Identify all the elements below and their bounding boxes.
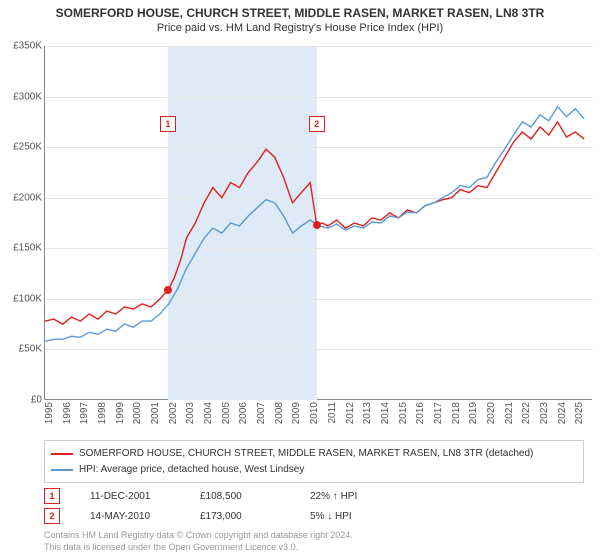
x-axis-label: 1997 <box>79 402 90 424</box>
event-delta: 22% ↑ HPI <box>310 491 390 502</box>
x-axis-label: 1995 <box>44 402 55 424</box>
x-axis-label: 2025 <box>574 402 585 424</box>
x-axis-label: 2006 <box>238 402 249 424</box>
x-axis-label: 2015 <box>398 402 409 424</box>
x-axis-label: 2008 <box>274 402 285 424</box>
y-axis-label: £200K <box>13 192 42 203</box>
event-table: 1 11-DEC-2001 £108,500 22% ↑ HPI 2 14-MA… <box>44 484 390 528</box>
x-axis-label: 1996 <box>62 402 73 424</box>
marker-dot <box>313 221 321 229</box>
legend-label: SOMERFORD HOUSE, CHURCH STREET, MIDDLE R… <box>79 446 533 461</box>
x-axis-label: 2022 <box>521 402 532 424</box>
x-axis-label: 2019 <box>468 402 479 424</box>
event-date: 11-DEC-2001 <box>90 491 170 502</box>
chart-title: SOMERFORD HOUSE, CHURCH STREET, MIDDLE R… <box>0 0 600 22</box>
marker-dot <box>164 286 172 294</box>
x-axis-label: 1998 <box>97 402 108 424</box>
x-axis-label: 2003 <box>185 402 196 424</box>
x-axis-label: 2018 <box>451 402 462 424</box>
x-axis-label: 2010 <box>309 402 320 424</box>
footer-line: Contains HM Land Registry data © Crown c… <box>44 530 353 542</box>
marker-box: 1 <box>160 116 176 132</box>
y-axis-label: £250K <box>13 142 42 153</box>
legend-label: HPI: Average price, detached house, West… <box>79 462 304 477</box>
legend-swatch <box>51 469 73 471</box>
x-axis-label: 2007 <box>256 402 267 424</box>
x-axis-label: 2001 <box>150 402 161 424</box>
x-axis-label: 2013 <box>362 402 373 424</box>
event-row: 1 11-DEC-2001 £108,500 22% ↑ HPI <box>44 488 390 504</box>
event-price: £108,500 <box>200 491 280 502</box>
x-axis-label: 2002 <box>168 402 179 424</box>
y-axis-label: £150K <box>13 243 42 254</box>
x-axis-label: 2016 <box>415 402 426 424</box>
event-date: 14-MAY-2010 <box>90 511 170 522</box>
event-delta: 5% ↓ HPI <box>310 511 390 522</box>
x-axis-label: 2004 <box>203 402 214 424</box>
marker-box: 2 <box>309 116 325 132</box>
footer: Contains HM Land Registry data © Crown c… <box>44 530 353 553</box>
y-axis-label: £100K <box>13 293 42 304</box>
x-axis-label: 2024 <box>557 402 568 424</box>
x-axis-label: 2012 <box>345 402 356 424</box>
y-axis-label: £50K <box>19 344 42 355</box>
y-axis-label: £350K <box>13 41 42 52</box>
footer-line: This data is licensed under the Open Gov… <box>44 542 353 554</box>
chart-area: 12 £0£50K£100K£150K£200K£250K£300K£350K … <box>44 46 592 400</box>
x-axis-label: 1999 <box>115 402 126 424</box>
x-axis-label: 2023 <box>539 402 550 424</box>
x-axis-label: 2020 <box>486 402 497 424</box>
x-axis-label: 2021 <box>504 402 515 424</box>
event-marker: 1 <box>44 488 60 504</box>
x-axis-label: 2009 <box>291 402 302 424</box>
legend-row: HPI: Average price, detached house, West… <box>51 462 577 477</box>
x-axis-label: 2000 <box>132 402 143 424</box>
x-axis-label: 2011 <box>327 402 338 424</box>
y-axis-label: £0 <box>31 395 42 406</box>
plot: 12 <box>44 46 592 400</box>
y-axis-label: £300K <box>13 91 42 102</box>
event-row: 2 14-MAY-2010 £173,000 5% ↓ HPI <box>44 508 390 524</box>
event-price: £173,000 <box>200 511 280 522</box>
x-axis-label: 2014 <box>380 402 391 424</box>
legend-row: SOMERFORD HOUSE, CHURCH STREET, MIDDLE R… <box>51 446 577 461</box>
x-axis-label: 2005 <box>221 402 232 424</box>
x-axis-label: 2017 <box>433 402 444 424</box>
legend-swatch <box>51 453 73 455</box>
chart-subtitle: Price paid vs. HM Land Registry's House … <box>0 22 600 38</box>
event-marker: 2 <box>44 508 60 524</box>
legend: SOMERFORD HOUSE, CHURCH STREET, MIDDLE R… <box>44 440 584 483</box>
